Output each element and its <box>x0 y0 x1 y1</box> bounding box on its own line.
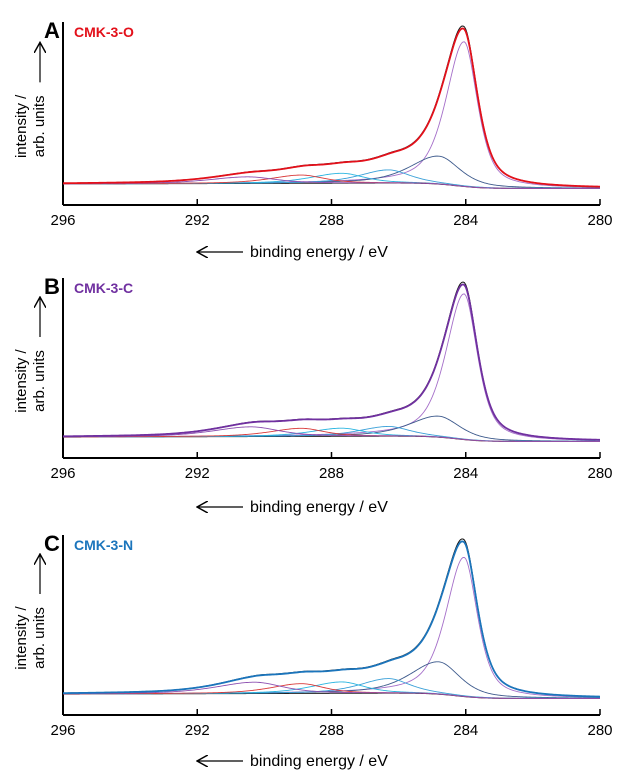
fit-envelope <box>62 281 601 441</box>
x-tick-label: 288 <box>319 465 344 482</box>
component-peak <box>63 678 600 699</box>
y-label-line2: arb. units <box>31 350 48 412</box>
x-tick-label: 280 <box>587 722 612 739</box>
panel-letter: B <box>44 274 60 299</box>
y-axis-label: intensity / arb. units <box>13 605 48 669</box>
x-tick-label: 292 <box>185 465 210 482</box>
y-axis-label: intensity / arb. units <box>13 94 48 158</box>
x-axis-label: binding energy / eV <box>197 753 388 770</box>
sample-name: CMK-3-O <box>74 24 134 40</box>
component-peak <box>62 41 601 188</box>
x-label-text: binding energy / eV <box>250 753 388 770</box>
y-axis-label: intensity / arb. units <box>13 348 48 412</box>
y-label-line1: intensity / <box>13 348 30 412</box>
component-peak <box>62 293 601 441</box>
x-tick-label: 296 <box>50 465 75 482</box>
chart-panel-a: 296 292 288 284 280 A CMK-3-O intensity / arb. u… <box>13 18 613 261</box>
x-tick-label: 288 <box>319 722 344 739</box>
sample-name: CMK-3-N <box>74 537 133 553</box>
x-tick-label: 284 <box>453 722 478 739</box>
x-tick-label: 296 <box>50 212 75 229</box>
component-peak <box>63 176 600 189</box>
chart-panel-b: 296 292 288 284 280 B CMK-3-C intensity / arb. u… <box>13 274 613 516</box>
component-peak <box>62 426 600 442</box>
fit-envelope <box>62 538 601 698</box>
x-axis-label: binding energy / eV <box>197 499 388 516</box>
x-tick-label: 292 <box>185 212 210 229</box>
panel-letter: A <box>44 18 60 43</box>
measured-spectrum <box>62 283 601 441</box>
component-peak <box>62 556 601 698</box>
x-label-text: binding energy / eV <box>250 244 388 261</box>
x-tick-label: 296 <box>50 722 75 739</box>
x-tick-label: 292 <box>185 722 210 739</box>
x-tick-label: 284 <box>453 465 478 482</box>
fit-envelope <box>62 25 601 188</box>
x-axis-label: binding energy / eV <box>197 244 388 261</box>
y-label-line2: arb. units <box>31 607 48 669</box>
y-label-line2: arb. units <box>31 95 48 157</box>
measured-spectrum <box>62 27 601 188</box>
x-tick-label: 280 <box>587 465 612 482</box>
panel-letter: C <box>44 531 60 556</box>
x-tick-label: 288 <box>319 212 344 229</box>
y-label-line1: intensity / <box>13 94 30 158</box>
component-peak <box>62 681 600 699</box>
measured-spectrum <box>62 540 601 698</box>
x-tick-label: 280 <box>587 212 612 229</box>
x-label-text: binding energy / eV <box>250 499 388 516</box>
y-label-line1: intensity / <box>13 605 30 669</box>
chart-panel-c: 296 292 288 284 280 C CMK-3-N intensity / arb. u… <box>13 531 613 770</box>
x-tick-label: 284 <box>453 212 478 229</box>
sample-name: CMK-3-C <box>74 280 133 296</box>
